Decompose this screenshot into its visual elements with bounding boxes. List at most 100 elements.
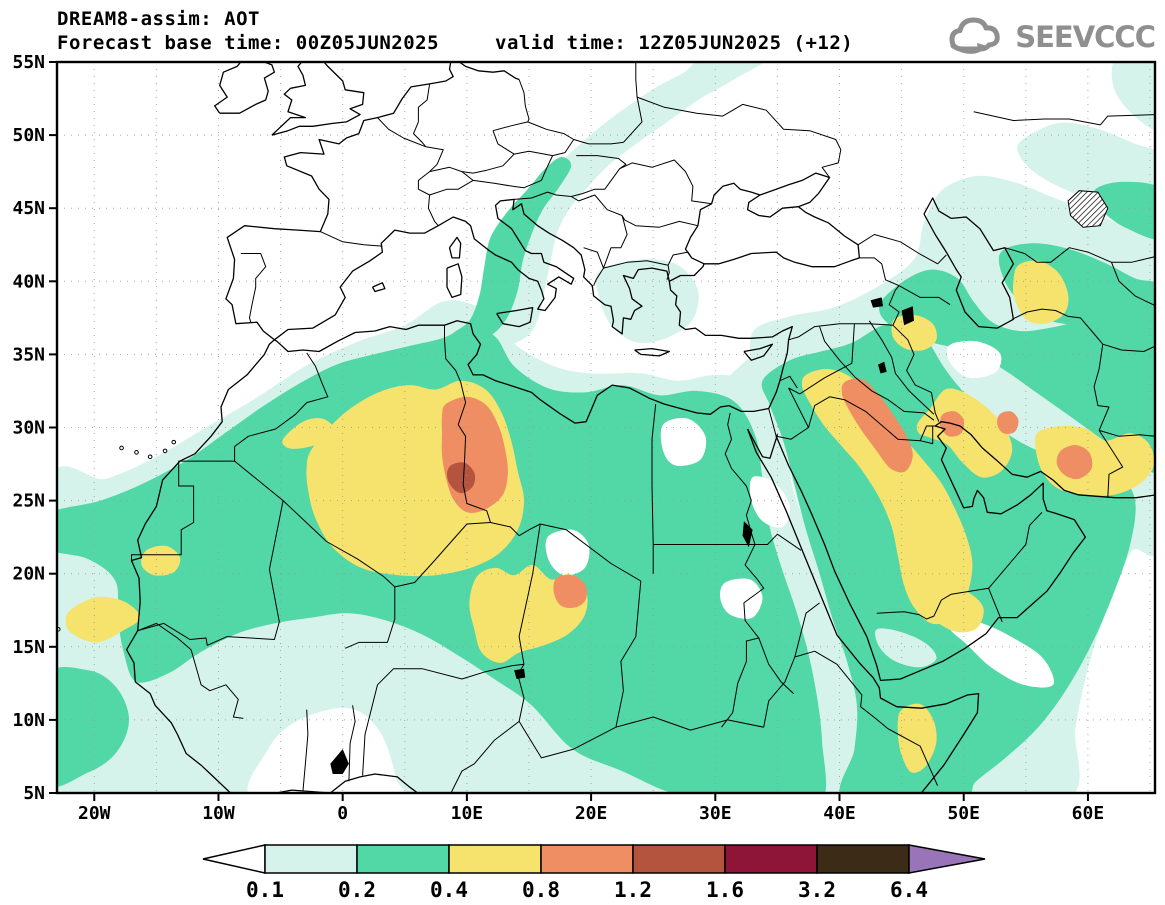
aot 0.4-0.8 wsahara-coast: [141, 545, 181, 576]
seevccc-logo: SEEVCCC: [947, 16, 1156, 58]
colorbar-cell: [816, 844, 910, 874]
coastline: [219, 62, 276, 114]
coastline: [746, 428, 980, 793]
country-border: [763, 602, 820, 728]
aot 0.2-0.4 italy-band: [451, 156, 572, 340]
x-tick-label: 0: [337, 803, 348, 824]
y-tick-label: 15N: [12, 637, 45, 658]
colorbar-label: 6.4: [890, 878, 928, 902]
aot 0.4-0.8 morocco: [282, 418, 336, 449]
country-border: [490, 522, 642, 582]
country-border: [457, 424, 491, 523]
country-border: [776, 387, 809, 440]
country-border: [651, 404, 657, 574]
y-tick-label: 50N: [12, 125, 45, 146]
colorbar-label: 3.2: [798, 878, 836, 902]
island: [171, 439, 177, 445]
aot 0.1-0.2 ne-corner: [1111, 62, 1155, 131]
country-border: [829, 396, 934, 445]
country-border: [768, 408, 777, 437]
aot 0.4-0.8 nw-iran: [891, 314, 937, 351]
aot 0.1-0.2 aegean: [596, 259, 699, 344]
aot 0.4-0.8 se-iran: [1034, 425, 1155, 496]
country-border: [603, 260, 669, 269]
country-border: [413, 121, 427, 148]
lake: [514, 668, 526, 679]
coastline: [271, 62, 307, 136]
aot 1.2-1.6 algeria-core: [446, 462, 476, 494]
aot <0.1 iran-center: [946, 340, 1002, 379]
country-border: [461, 153, 515, 174]
x-tick-label: 50E: [947, 803, 980, 824]
country-border: [1004, 247, 1155, 263]
colorbar-cell: [632, 844, 726, 874]
aot 0.4-0.8 somalia: [897, 703, 937, 773]
coastline: [743, 343, 774, 361]
country-border: [794, 650, 939, 786]
river: [721, 412, 765, 728]
x-tick-label: 20E: [575, 803, 608, 824]
aot <0.1 chad-north: [545, 529, 590, 576]
y-tick-label: 30N: [12, 418, 45, 439]
colorbar-label: 0.2: [338, 878, 376, 902]
colorbar: 0.1 0.2 0.4 0.8 1.2 1.6 3.2 6.4: [202, 844, 986, 902]
x-tick-label: 60E: [1072, 803, 1105, 824]
cloud-logo-icon: [949, 17, 1000, 54]
country-border: [859, 257, 951, 306]
country-border: [615, 716, 764, 731]
country-border: [234, 352, 329, 462]
page-title: DREAM8-assim: AOT: [57, 8, 260, 30]
country-border: [427, 194, 439, 227]
valid-time: valid time: 12Z05JUN2025 (+12): [495, 32, 854, 54]
river: [758, 637, 794, 694]
country-border: [653, 533, 802, 551]
aot 0.1-0.2 ethiopia-lens: [875, 628, 937, 668]
coastline: [214, 62, 242, 114]
x-tick-label: 30E: [699, 803, 732, 824]
country-border: [240, 253, 267, 323]
country-border: [377, 117, 444, 172]
aot 0.8-1.2 saudi: [841, 378, 913, 473]
y-tick-label: 45N: [12, 198, 45, 219]
country-border: [1098, 430, 1124, 498]
country-border: [345, 586, 396, 649]
aot-field-layer: [57, 62, 1155, 793]
coastline: [459, 62, 520, 81]
island: [119, 445, 124, 451]
aot <0.1 sudan-nile: [719, 578, 763, 619]
country-border: [1098, 429, 1155, 437]
coastline: [446, 263, 463, 299]
country-border: [450, 664, 525, 793]
country-border: [615, 580, 642, 728]
country-border: [988, 511, 1043, 589]
colorbar-cell: [264, 844, 358, 874]
y-tick-label: 35N: [12, 344, 45, 365]
coastline: [759, 172, 831, 208]
axes: 20W 10W 0 10E 20E 30E 40E 50E 60E 55N 50N 45N 40N 35N…: [12, 52, 1104, 824]
y-tick-label: 20N: [12, 564, 45, 585]
country-border: [417, 83, 431, 122]
aot 0.8-1.2 iran-shiraz: [997, 411, 1019, 435]
country-border: [1011, 308, 1104, 345]
colorbar-cell: [724, 844, 818, 874]
island: [48, 641, 52, 645]
country-border: [473, 155, 554, 189]
river: [819, 326, 935, 421]
forecast-base-time: Forecast base time: 00Z05JUN2025: [57, 32, 440, 54]
y-tick-label: 25N: [12, 491, 45, 512]
gridline-layer: [57, 62, 1155, 793]
aot 0.4-0.8 turkmen: [1012, 260, 1069, 325]
country-border: [603, 247, 612, 269]
country-border: [573, 139, 624, 145]
country-border: [518, 79, 530, 123]
header: DREAM8-assim: AOT Forecast base time: 00…: [57, 7, 853, 55]
country-border: [518, 523, 541, 665]
island: [162, 448, 168, 454]
colorbar-cell: [448, 844, 542, 874]
country-border: [518, 721, 617, 759]
coastline: [747, 421, 1155, 682]
aot 0.4-0.8 saudi-band: [801, 368, 973, 625]
country-border: [892, 324, 940, 422]
